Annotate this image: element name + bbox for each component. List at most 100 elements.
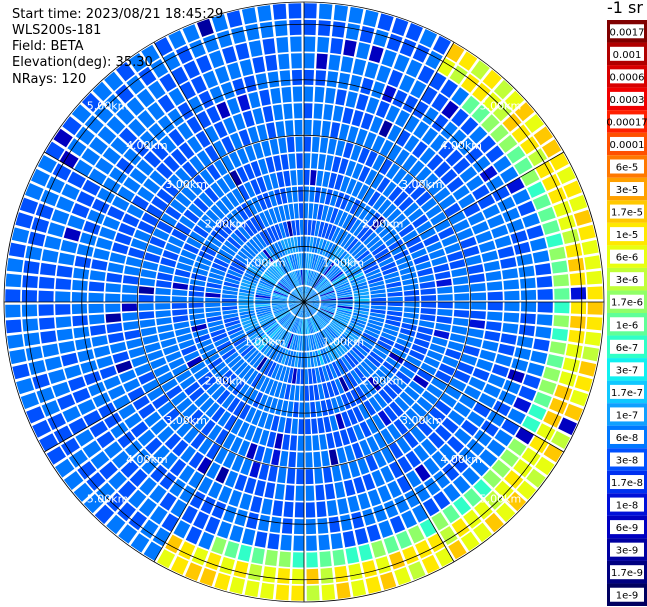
beta-cell (319, 434, 328, 450)
beta-cell (312, 435, 320, 451)
beta-cell (252, 392, 264, 408)
beta-cell (461, 95, 480, 115)
beta-cell (63, 227, 81, 242)
beta-cell (558, 214, 576, 231)
beta-cell (459, 166, 478, 183)
beta-cell (410, 80, 427, 99)
beta-cell (451, 518, 470, 538)
beta-cell (451, 108, 469, 127)
beta-cell (449, 377, 467, 392)
beta-cell (426, 350, 443, 362)
beta-cell (255, 297, 271, 301)
ring-label: 3.00km (401, 178, 443, 191)
beta-cell (198, 90, 214, 109)
beta-cell (107, 332, 125, 344)
beta-cell (304, 302, 316, 313)
beta-cell (318, 284, 332, 294)
beta-cell (264, 378, 274, 395)
beta-cell (170, 459, 187, 477)
beta-cell (291, 418, 298, 434)
beta-cell (549, 341, 567, 355)
beta-cell (564, 403, 583, 421)
beta-cell (346, 327, 361, 338)
beta-cell (330, 38, 344, 55)
beta-cell (263, 174, 273, 191)
beta-cell (259, 21, 274, 39)
beta-cell (234, 474, 248, 492)
beta-cell (320, 307, 335, 314)
beta-cell (244, 272, 259, 282)
beta-cell (171, 228, 188, 242)
beta-cell (487, 410, 505, 427)
beta-cell (304, 286, 307, 302)
beta-cell (424, 477, 441, 496)
beta-cell (340, 56, 354, 73)
beta-cell (311, 220, 317, 236)
beta-cell (168, 174, 185, 191)
beta-cell (383, 384, 398, 400)
beta-cell (251, 547, 265, 565)
beta-cell (428, 180, 445, 196)
beta-cell (138, 66, 157, 86)
beta-cell (221, 244, 236, 257)
beta-cell (279, 70, 291, 86)
beta-cell (185, 526, 203, 545)
beta-cell (366, 235, 381, 249)
beta-cell (138, 294, 154, 302)
beta-cell (485, 321, 502, 332)
beta-cell (269, 266, 282, 279)
beta-cell (109, 167, 128, 184)
beta-cell (322, 329, 333, 343)
beta-cell (144, 252, 161, 263)
beta-cell (396, 338, 412, 348)
beta-cell (165, 351, 182, 363)
beta-cell (291, 254, 297, 270)
beta-cell (337, 303, 353, 307)
beta-cell (350, 389, 362, 405)
beta-cell (126, 204, 144, 219)
beta-cell (421, 390, 438, 405)
beta-cell (430, 211, 447, 226)
beta-cell (427, 154, 444, 171)
beta-cell (431, 114, 449, 132)
beta-cell (353, 247, 368, 260)
beta-cell (305, 270, 309, 285)
ring-label: 4.00km (440, 139, 482, 152)
beta-cell (222, 306, 238, 311)
beta-cell (250, 496, 263, 513)
beta-cell (465, 146, 483, 164)
beta-cell (255, 294, 271, 299)
beta-cell (153, 364, 170, 378)
beta-cell (158, 264, 175, 275)
beta-cell (387, 144, 402, 161)
beta-cell (178, 339, 195, 350)
beta-cell (381, 49, 397, 68)
colorbar-units-title: -1 sr (607, 0, 643, 17)
beta-cell (259, 316, 274, 325)
beta-cell (300, 236, 304, 252)
beta-cell (252, 56, 266, 74)
beta-cell (452, 276, 469, 285)
beta-cell (206, 164, 221, 181)
beta-cell (342, 107, 354, 124)
beta-cell (319, 287, 334, 295)
beta-cell (294, 335, 299, 351)
beta-cell (280, 534, 292, 551)
beta-cell (500, 449, 519, 468)
beta-cell (243, 244, 257, 258)
beta-cell (298, 287, 304, 302)
beta-cell (304, 302, 314, 315)
beta-cell (433, 470, 451, 489)
beta-cell (328, 172, 337, 189)
beta-cell (293, 402, 299, 418)
beta-cell (259, 358, 271, 374)
beta-cell (413, 254, 430, 265)
beta-cell (133, 448, 151, 467)
beta-cell (387, 296, 403, 302)
beta-cell (438, 226, 455, 240)
beta-cell (445, 385, 462, 400)
beta-cell (248, 40, 263, 57)
beta-cell (123, 321, 139, 331)
beta-cell (449, 259, 466, 270)
